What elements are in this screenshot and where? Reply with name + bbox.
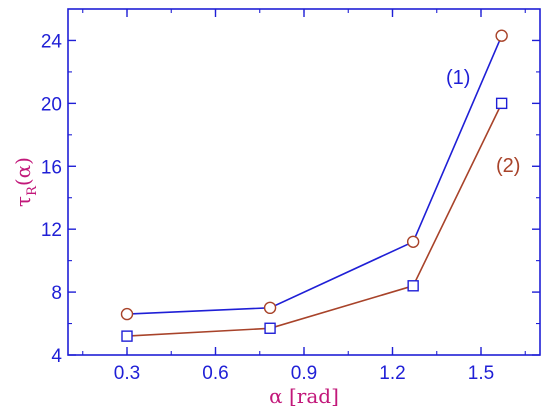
series-2-line bbox=[126, 103, 503, 337]
series-2-point bbox=[121, 330, 133, 342]
y-tick-label: 8 bbox=[51, 283, 62, 304]
series-1-line bbox=[126, 35, 503, 315]
series-2-point bbox=[407, 280, 419, 292]
y-axis-title-main: τ bbox=[11, 196, 35, 207]
series-1-point bbox=[406, 235, 420, 248]
x-tick-label: 0.9 bbox=[291, 363, 317, 384]
plot-area-frame bbox=[67, 8, 541, 356]
y-tick-label: 24 bbox=[41, 31, 63, 52]
y-tick-label: 12 bbox=[41, 220, 62, 241]
series-1-point bbox=[120, 307, 134, 321]
x-axis-title: α [rad] bbox=[269, 384, 339, 408]
series-1-point bbox=[495, 29, 508, 42]
y-axis-title: τR(α) bbox=[11, 157, 40, 207]
series-2-point bbox=[264, 322, 276, 334]
y-axis-title-argument: (α) bbox=[11, 157, 35, 186]
series-markers bbox=[120, 29, 508, 342]
series-lines bbox=[126, 35, 503, 337]
y-axis-title-subscript: R bbox=[25, 185, 40, 196]
series-1-label: (1) bbox=[446, 67, 470, 89]
x-tick-label: 1.5 bbox=[468, 363, 494, 384]
series-1-point bbox=[263, 301, 277, 315]
series-2-label: (2) bbox=[496, 155, 520, 177]
series-2-point bbox=[495, 97, 508, 110]
x-axis-ticks: 0.3 0.6 0.9 1.2 1.5 bbox=[82, 9, 526, 384]
y-tick-label: 20 bbox=[41, 94, 62, 115]
y-axis-ticks: 4 8 12 16 20 24 bbox=[41, 31, 540, 367]
x-tick-label: 0.3 bbox=[114, 363, 140, 384]
x-tick-label: 1.2 bbox=[379, 363, 405, 384]
y-tick-label: 16 bbox=[41, 157, 62, 178]
y-tick-label: 4 bbox=[51, 346, 62, 367]
x-tick-label: 0.6 bbox=[202, 363, 228, 384]
